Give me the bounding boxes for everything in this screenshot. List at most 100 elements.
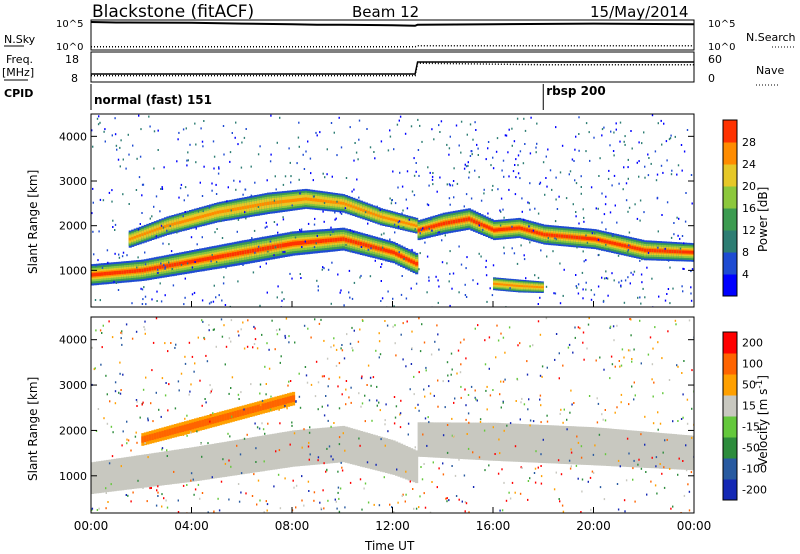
power-band-cell bbox=[216, 255, 220, 259]
velocity-band-noise-point bbox=[656, 492, 658, 495]
power-band-noise-point bbox=[628, 231, 631, 234]
power-band-noise-point bbox=[627, 249, 630, 251]
power-band-noise-point bbox=[603, 126, 605, 129]
velocity-band-noise-point bbox=[617, 508, 620, 511]
velocity-band-cell bbox=[339, 426, 343, 463]
power-band-noise-point bbox=[317, 285, 319, 288]
power-band-noise-point bbox=[636, 217, 639, 220]
velocity-band-noise-point bbox=[411, 330, 413, 333]
velocity-band-noise-point bbox=[539, 394, 542, 397]
velocity-band-noise-point bbox=[537, 320, 540, 323]
velocity-band-cell bbox=[148, 453, 152, 487]
power-band-cell bbox=[676, 250, 680, 254]
velocity-band-noise-point bbox=[158, 408, 160, 411]
velocity-band-cell bbox=[297, 430, 301, 467]
power-band-noise-point bbox=[187, 159, 189, 162]
power-band-noise-point bbox=[632, 273, 634, 276]
velocity-band-noise-point bbox=[474, 396, 476, 399]
velocity-band-noise-point bbox=[652, 347, 654, 350]
velocity-band-noise-point bbox=[479, 421, 482, 423]
velocity-band-noise-point bbox=[619, 465, 621, 468]
power-band-cell bbox=[234, 207, 238, 211]
velocity-band-noise-point bbox=[288, 335, 290, 338]
power-band-noise-point bbox=[613, 279, 615, 282]
power-band-noise-point bbox=[151, 298, 153, 301]
power-band-noise-point bbox=[410, 287, 412, 290]
velocity-band-noise-point bbox=[193, 493, 195, 496]
power-band-cell bbox=[289, 242, 293, 246]
velocity-band-noise-point bbox=[166, 449, 168, 452]
power-band-cell bbox=[435, 223, 439, 228]
velocity-band-noise-point bbox=[386, 324, 389, 327]
velocity-band-noise-point bbox=[526, 360, 528, 363]
velocity-band-cell bbox=[196, 446, 200, 481]
power-band-cell bbox=[653, 249, 657, 253]
power-band-noise-point bbox=[186, 262, 189, 265]
power-band-noise-point bbox=[534, 274, 536, 277]
velocity-band-noise-point bbox=[500, 380, 502, 383]
power-band-noise-point bbox=[176, 160, 178, 163]
velocity-band-noise-point bbox=[119, 361, 121, 364]
power-band-noise-point bbox=[223, 153, 225, 156]
velocity-band-cell bbox=[445, 422, 449, 459]
velocity-band-noise-point bbox=[97, 408, 100, 410]
velocity-band-cell bbox=[613, 429, 617, 467]
power-band-cell bbox=[565, 235, 570, 239]
velocity-band-noise-point bbox=[328, 445, 331, 448]
power-colorbar-swatch bbox=[723, 164, 737, 187]
velocity-band-cell bbox=[113, 458, 117, 492]
velocity-band-noise-point bbox=[576, 435, 578, 438]
velocity-band-noise-point bbox=[338, 376, 341, 379]
power-band-cell bbox=[513, 226, 517, 230]
power-band-cell bbox=[204, 257, 208, 261]
velocity-band-cell bbox=[342, 425, 346, 463]
power-band-noise-point bbox=[300, 230, 302, 233]
power-band-noise-point bbox=[421, 140, 423, 143]
power-band-noise-point bbox=[605, 195, 607, 198]
power-band-noise-point bbox=[524, 129, 527, 132]
velocity-band-cell bbox=[173, 427, 178, 434]
velocity-band-noise-point bbox=[529, 424, 531, 427]
velocity-band-noise-point bbox=[598, 433, 601, 436]
velocity-band-noise-point bbox=[293, 432, 296, 435]
velocity-band-noise-point bbox=[659, 422, 662, 425]
velocity-band-noise-point bbox=[307, 480, 310, 483]
power-band-noise-point bbox=[184, 277, 186, 280]
velocity-band-cell bbox=[234, 410, 238, 418]
velocity-band-cell bbox=[209, 444, 213, 480]
velocity-band-noise-point bbox=[210, 390, 212, 393]
power-band-noise-point bbox=[291, 277, 293, 280]
power-band-noise-point bbox=[393, 148, 395, 151]
power-band-noise-point bbox=[667, 288, 670, 290]
power-band-cell bbox=[251, 248, 255, 253]
velocity-band-noise-point bbox=[577, 326, 580, 329]
power-band-noise-point bbox=[236, 230, 238, 233]
power-band-cell bbox=[307, 197, 311, 201]
power-band-cell bbox=[241, 250, 245, 255]
velocity-band-cell bbox=[221, 414, 225, 422]
velocity-band-noise-point bbox=[310, 383, 313, 386]
power-band-noise-point bbox=[644, 296, 646, 299]
power-band-noise-point bbox=[627, 158, 629, 161]
velocity-band-noise-point bbox=[446, 424, 449, 426]
velocity-band-noise-point bbox=[567, 346, 570, 349]
power-band-noise-point bbox=[352, 230, 355, 233]
power-band-noise-point bbox=[398, 119, 400, 122]
velocity-band-noise-point bbox=[430, 438, 432, 441]
power-band-cell bbox=[596, 238, 600, 242]
power-band-noise-point bbox=[122, 193, 124, 196]
power-band-noise-point bbox=[464, 283, 466, 286]
velocity-band-noise-point bbox=[570, 448, 572, 451]
power-band-noise-point bbox=[163, 264, 165, 267]
power-band-noise-point bbox=[627, 166, 629, 169]
velocity-band-cell bbox=[385, 438, 389, 473]
velocity-band-cell bbox=[364, 432, 369, 468]
power-band-cell bbox=[359, 242, 363, 246]
power-band-cell bbox=[525, 228, 529, 232]
velocity-band-noise-point bbox=[180, 372, 183, 375]
power-band-noise-point bbox=[354, 142, 356, 144]
velocity-band-noise-point bbox=[582, 341, 584, 344]
velocity-band-noise-point bbox=[528, 458, 531, 461]
power-band-noise-point bbox=[234, 136, 236, 139]
